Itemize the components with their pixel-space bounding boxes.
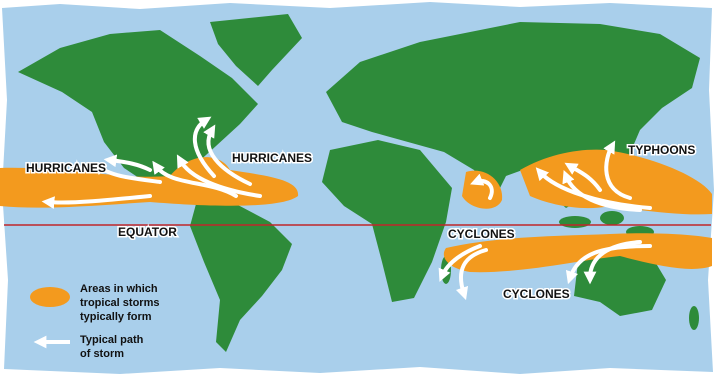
label: EQUATOR xyxy=(118,225,177,239)
legend-line: of storm xyxy=(80,348,124,360)
legend-line: typically form xyxy=(80,311,152,323)
legend-line: Typical path xyxy=(80,334,144,346)
legend-swatch xyxy=(30,287,70,307)
label: HURRICANES xyxy=(26,161,106,175)
storm-paths xyxy=(41,116,652,301)
legend-text: Typical path of storm xyxy=(80,334,146,360)
label: TYPHOONS xyxy=(628,143,695,157)
label: HURRICANES xyxy=(232,151,312,165)
legend: Areas in which tropical storms typically… xyxy=(30,283,163,360)
legend-line: tropical storms xyxy=(80,297,159,309)
label: CYCLONES xyxy=(448,227,515,241)
legend-text: Areas in which tropical storms typically… xyxy=(80,283,163,323)
label: CYCLONES xyxy=(503,287,570,301)
legend-line: Areas in which xyxy=(80,283,158,295)
